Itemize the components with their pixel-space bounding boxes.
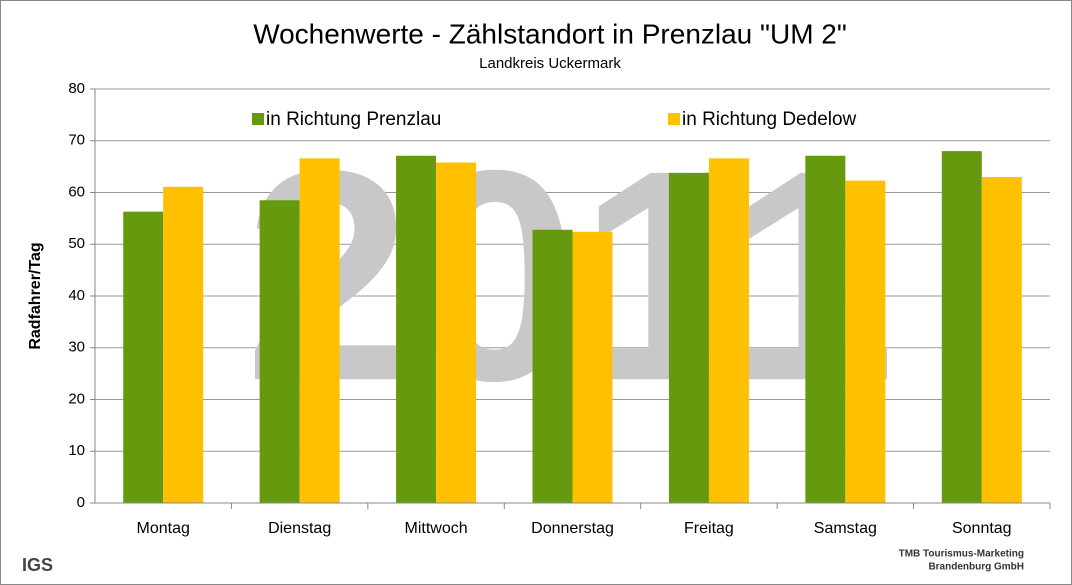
bar — [941, 151, 982, 503]
x-tick-label: Sonntag — [952, 520, 1012, 537]
bar — [123, 211, 164, 503]
legend-label: in Richtung Prenzlau — [266, 109, 441, 130]
x-tick-label: Montag — [137, 520, 190, 537]
bar — [845, 180, 886, 503]
y-tick-label: 20 — [68, 390, 85, 407]
bar — [981, 176, 1022, 503]
x-tick-label: Dienstag — [268, 520, 331, 537]
logo-right: TMB Tourismus-Marketing — [899, 549, 1024, 560]
x-tick-label: Donnerstag — [531, 520, 614, 537]
legend-swatch — [668, 113, 680, 125]
y-tick-label: 60 — [68, 183, 85, 200]
bar — [708, 158, 749, 503]
bar — [668, 172, 709, 503]
bar — [299, 158, 340, 503]
y-tick-label: 80 — [68, 80, 85, 97]
bar — [436, 162, 477, 504]
x-tick-label: Mittwoch — [405, 520, 468, 537]
bar — [259, 200, 300, 503]
y-tick-label: 10 — [68, 442, 85, 459]
logo-left: IGS — [22, 555, 53, 575]
bar — [572, 231, 613, 503]
logo-right: Brandenburg GmbH — [928, 562, 1024, 573]
bar — [163, 186, 204, 503]
chart-subtitle: Landkreis Uckermark — [479, 55, 621, 72]
y-tick-label: 0 — [77, 494, 85, 511]
chart-title: Wochenwerte - Zählstandort in Prenzlau "… — [253, 18, 847, 49]
x-tick-label: Freitag — [684, 520, 734, 537]
y-tick-label: 30 — [68, 339, 85, 356]
legend-label: in Richtung Dedelow — [682, 109, 857, 130]
bar — [805, 155, 846, 503]
bar — [532, 229, 573, 503]
y-tick-label: 40 — [68, 287, 85, 304]
bar — [396, 155, 437, 503]
legend-swatch — [252, 113, 264, 125]
y-tick-label: 70 — [68, 132, 85, 149]
x-tick-label: Samstag — [814, 520, 877, 537]
y-tick-label: 50 — [68, 235, 85, 252]
y-axis-label: Radfahrer/Tag — [27, 242, 44, 349]
